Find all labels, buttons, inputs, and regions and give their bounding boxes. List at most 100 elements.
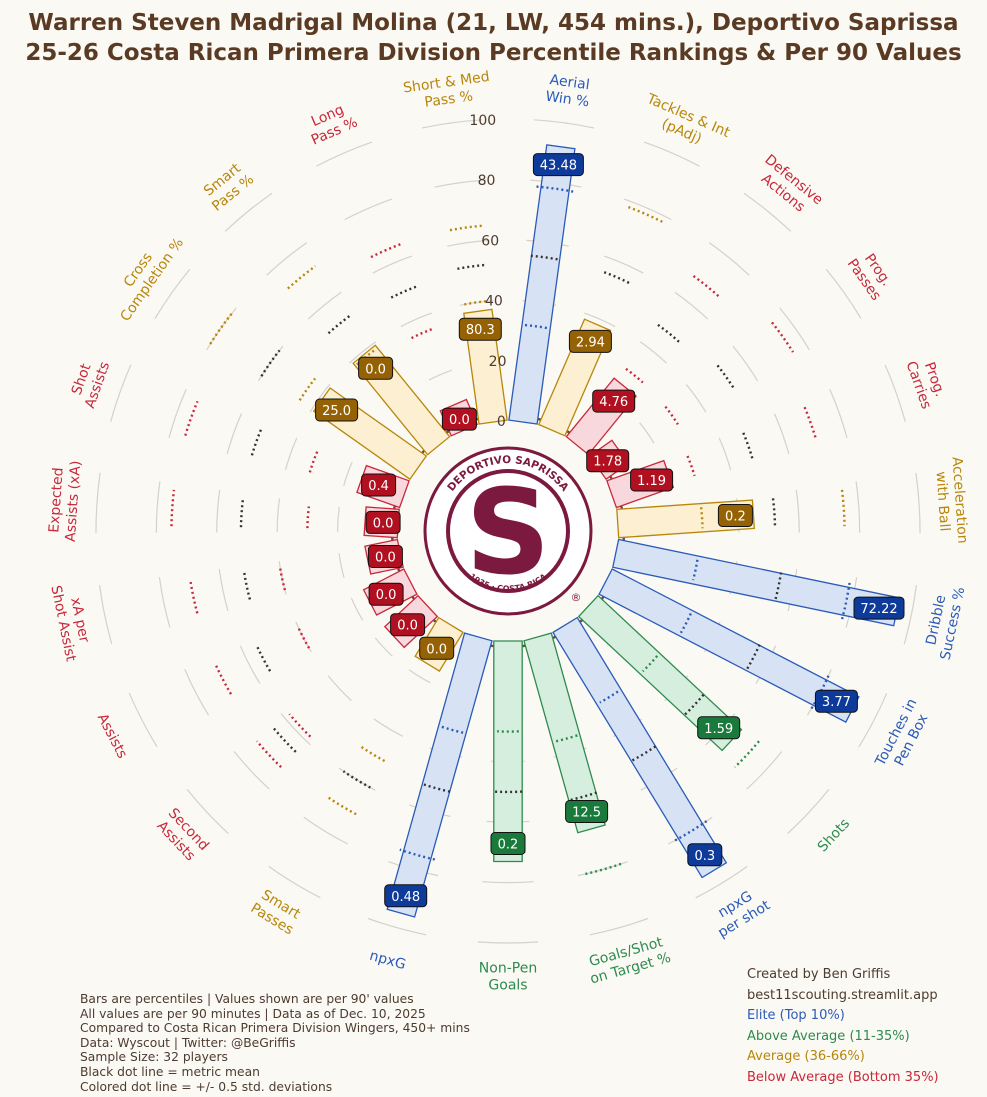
- reference-dot-line: [457, 263, 487, 270]
- grid-arc: [400, 312, 432, 328]
- metric-label-line: Aerial: [549, 72, 591, 93]
- reference-dot-line: [410, 327, 434, 340]
- value-label: 2.94: [576, 335, 605, 350]
- grid-arc: [218, 569, 229, 612]
- legend-below-average: Below Average (Bottom 35%): [747, 1069, 939, 1085]
- value-badge: [368, 582, 404, 606]
- reference-dot-line: [308, 450, 319, 473]
- grid-arc: [186, 789, 229, 834]
- reference-dot-line: [692, 275, 721, 299]
- value-label: 1.19: [637, 474, 666, 489]
- reference-dot-line: [699, 507, 704, 529]
- value-badge: [697, 716, 741, 740]
- grid-arc: [589, 917, 649, 936]
- value-label: 4.76: [599, 395, 628, 410]
- legend: Created by Ben Griffis best11scouting.st…: [747, 965, 939, 1088]
- value-label: 0.0: [426, 642, 447, 657]
- radial-tick-label: 40: [485, 294, 503, 310]
- reference-dot-line: [584, 862, 622, 876]
- value-label: 0.3: [694, 849, 715, 864]
- reference-dot-line: [278, 565, 287, 591]
- reference-dot-line: [630, 745, 657, 763]
- value-badge: [458, 317, 502, 341]
- reference-dot-line: [255, 644, 272, 672]
- reference-dot-line: [840, 582, 851, 620]
- value-label: 0.0: [375, 551, 396, 566]
- grid-arc: [284, 437, 298, 470]
- value-badge: [717, 504, 753, 527]
- grid-arc: [639, 422, 655, 444]
- grid-arc: [915, 472, 921, 534]
- value-label: 0.48: [391, 890, 420, 905]
- radial-tick-label: 100: [469, 113, 496, 129]
- metric-label: npxG: [368, 948, 408, 973]
- footnote-line: Black dot line = metric mean: [80, 1064, 260, 1079]
- logo-letter: S: [466, 463, 551, 601]
- metric-label-line: Win %: [544, 89, 590, 111]
- reference-dot-line: [213, 662, 233, 695]
- chart-title-line1: Warren Steven Madrigal Molina (21, LW, 4…: [28, 10, 959, 36]
- reference-dot-line: [464, 299, 490, 306]
- reference-dot-line: [399, 848, 436, 861]
- legend-average: Average (36-66%): [747, 1049, 865, 1064]
- grid-arc: [674, 291, 709, 320]
- reference-dot-line: [627, 205, 664, 224]
- grid-arc: [795, 489, 800, 533]
- metric-label-line: Expected: [46, 467, 66, 533]
- reference-dot-line: [370, 242, 402, 259]
- grid-arc: [206, 307, 237, 351]
- reference-dot-line: [296, 625, 311, 649]
- grid-arc: [276, 498, 281, 533]
- value-badge: [441, 407, 477, 431]
- bar: [508, 144, 576, 425]
- grid-arc: [168, 389, 187, 438]
- footnotes: Bars are percentiles | Values shown are …: [80, 992, 470, 1094]
- legend-elite: Elite (Top 10%): [747, 1008, 845, 1023]
- grid-arc: [477, 941, 539, 944]
- value-label: 0.0: [449, 413, 470, 428]
- reference-dot-line: [567, 791, 598, 802]
- grid-arc: [307, 291, 342, 320]
- reference-dot-line: [260, 349, 281, 377]
- grid-arc: [903, 585, 917, 645]
- reference-dot-line: [530, 254, 561, 262]
- grid-arc: [154, 269, 191, 320]
- reference-dot-line: [771, 498, 777, 528]
- grid-arc: [303, 816, 349, 845]
- grid-arc: [350, 597, 364, 621]
- value-label: 0.4: [368, 479, 389, 494]
- grid-arc: [373, 718, 404, 737]
- value-badge: [853, 596, 905, 620]
- reference-dot-line: [272, 726, 297, 753]
- reference-dot-line: [170, 489, 176, 527]
- metric-label-line: Goals: [488, 978, 527, 994]
- value-label: 12.5: [572, 806, 601, 821]
- value-label: 1.59: [704, 722, 733, 737]
- reference-dot-line: [306, 506, 311, 529]
- reference-dot-line: [840, 489, 846, 527]
- grid-arc: [746, 751, 783, 790]
- metric-label-line: Assists (xA): [63, 460, 84, 542]
- grid-arc: [316, 141, 373, 167]
- bar: [386, 632, 493, 918]
- value-label: 72.22: [860, 602, 897, 617]
- reference-dot-line: [664, 405, 679, 426]
- value-badge: [365, 510, 401, 534]
- value-badge: [568, 329, 612, 353]
- grid-arc: [718, 437, 732, 471]
- reference-dot-line: [421, 782, 451, 793]
- bars: [312, 144, 901, 918]
- value-label: 80.3: [466, 323, 495, 338]
- metric-label: Prog.Carries: [903, 359, 948, 411]
- value-badge: [367, 545, 403, 568]
- grid-arc: [422, 119, 483, 129]
- grid-arc: [327, 675, 352, 701]
